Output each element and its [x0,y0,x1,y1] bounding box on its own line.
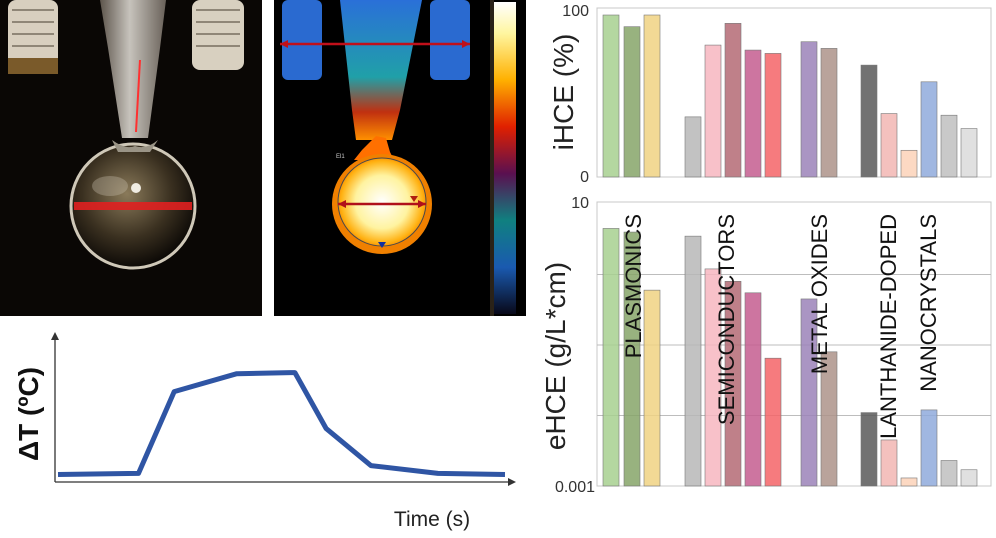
ihce-bar-14 [920,81,938,178]
ihce-bar-7 [744,49,762,178]
dt-svg: ΔT (ºC) Time (s) [13,332,516,531]
laser-beam [135,59,141,133]
ihce-bar-8 [764,53,782,178]
left-coil [8,0,58,72]
ehce-ytick-top: 10 [571,195,589,212]
ihce-ylabel: iHCE (%) [548,34,579,151]
ihce-bar-9 [800,41,818,178]
temperature-profile-plot: ΔT (ºC) Time (s) [0,322,520,533]
ehce-bar-12 [880,439,898,487]
color-scale-bar [494,2,516,314]
ehce-ytick-bottom: 0.001 [555,479,595,496]
ehce-bar-15 [940,460,958,487]
thermal-drawing: El1 [274,0,526,316]
ihce-bar-16 [960,128,978,178]
ehce-svg: eHCE (g/L*cm) 10 0.001 PLASMONICS SEMICO… [540,195,992,496]
ehce-bar-8 [764,357,782,487]
dt-curve [57,370,506,477]
ihce-bar-12 [880,113,898,178]
ihce-bar-10 [820,48,838,178]
thermal-image: El1 [274,0,526,316]
ihce-ytick-top: 100 [562,3,589,20]
ihce-bar-1 [602,14,620,178]
ihce-ytick-bottom: 0 [580,169,589,186]
droplet-photo [0,0,262,316]
ehce-bar-1 [602,228,620,487]
ehce-bar-2 [623,231,641,487]
ehce-bar-6 [724,281,742,487]
ehce-bar-16 [960,469,978,487]
ehce-bar-14 [920,409,938,487]
ihce-bar-11 [860,64,878,178]
ihce-bar-3 [643,14,661,178]
group-label-semiconductors: SEMICONDUCTORS [714,214,739,425]
ehce-bar-13 [900,477,918,487]
ehce-bar-3 [643,289,661,487]
ehce-ylabel: eHCE (g/L*cm) [540,262,571,450]
ehce-bar-4 [684,235,702,487]
group-label-plasmonics: PLASMONICS [621,214,646,358]
ihce-svg: iHCE (%) 100 0 [548,3,992,186]
group-label-metal-oxides: METAL OXIDES [807,214,832,374]
ihce-bar-13 [900,149,918,178]
droplet-photo-drawing [0,0,262,316]
ihce-bar-5 [704,44,722,178]
ehce-bar-11 [860,412,878,487]
ehce-bar-9 [800,298,818,487]
ehce-bar-7 [744,292,762,487]
ihce-bar-2 [623,26,641,178]
ehce-bar-5 [704,268,722,487]
laser-band [74,202,192,210]
ihce-chart: iHCE (%) 100 0 [535,0,996,190]
ehce-bar-10 [820,351,838,487]
group-label-lanthanide-doped: LANTHANIDE-DOPED [876,214,901,439]
dt-ylabel: ΔT (ºC) [13,367,44,461]
ihce-bar-15 [940,114,958,178]
ihce-bar-6 [724,23,742,178]
pipette-tip [100,0,166,138]
roi-label: El1 [336,154,345,160]
dt-xlabel: Time (s) [394,508,470,531]
ihce-bar-4 [684,116,702,178]
hot-droplet [337,157,427,247]
group-label-nanocrystals: NANOCRYSTALS [916,214,941,392]
ehce-chart: eHCE (g/L*cm) 10 0.001 PLASMONICS SEMICO… [535,190,996,533]
